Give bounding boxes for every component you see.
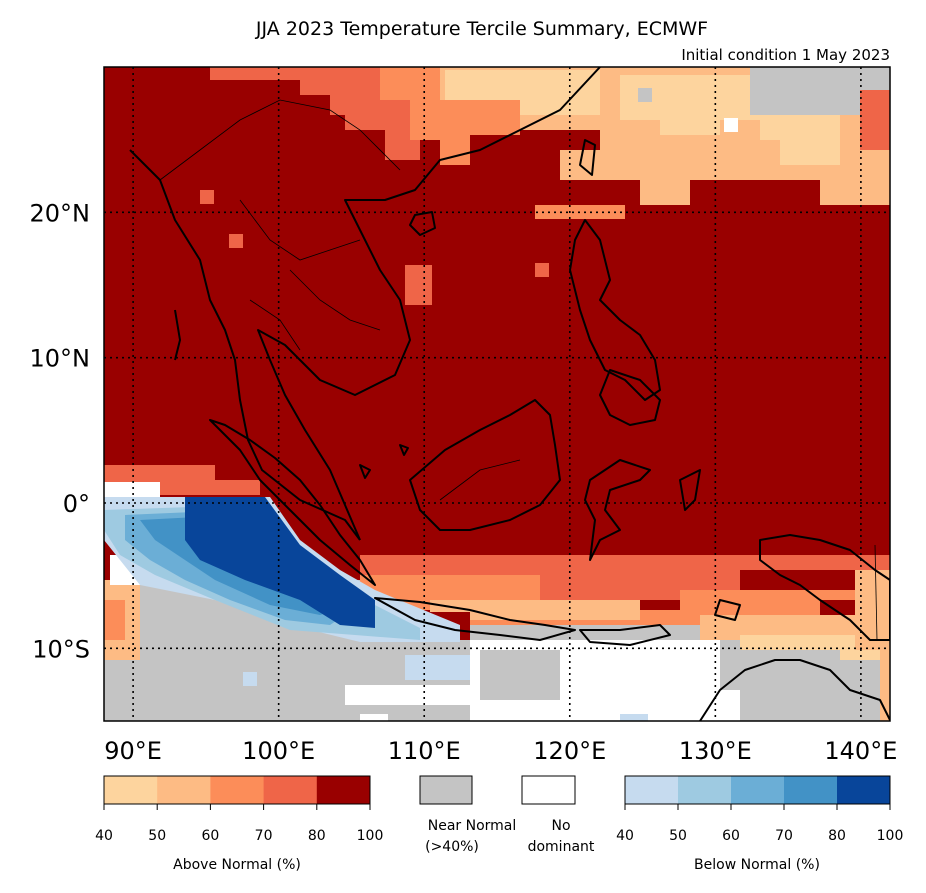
below-normal-caption: Below Normal (%)	[694, 857, 820, 873]
above-color-cell-2	[210, 776, 265, 804]
below-tick-label-0: 40	[616, 828, 634, 844]
map-gridlines	[104, 67, 890, 721]
above-tick-label-4: 80	[308, 828, 326, 844]
below-tick-label-1: 50	[669, 828, 687, 844]
above-tick-label-1: 50	[148, 828, 166, 844]
no-dominant-swatch: No dominant	[521, 775, 595, 855]
initial-condition-label: Initial condition 1 May 2023	[681, 46, 890, 64]
northern-mixed-region	[200, 67, 890, 305]
above-color-cell-1	[157, 776, 211, 804]
above-tick-label-2: 60	[201, 828, 219, 844]
lat-tick-label-3: 10°S	[32, 635, 90, 663]
below-tick-label-2: 60	[722, 828, 740, 844]
lon-tick-label-1: 100°E	[242, 737, 315, 765]
map-panel	[104, 67, 890, 721]
below-color-cell-1	[678, 776, 732, 804]
above-tick-label-3: 70	[255, 828, 273, 844]
near-normal-caption-line1: Near Normal	[428, 818, 517, 834]
map-frame	[103, 66, 891, 722]
map-title: JJA 2023 Temperature Tercile Summary, EC…	[255, 18, 708, 40]
country-borders	[159, 99, 878, 641]
longitude-tick-labels: 90°E 100°E 110°E 120°E 130°E 140°E	[104, 737, 897, 765]
lon-tick-label-3: 120°E	[533, 737, 606, 765]
below-normal-colorbar: 40 50 60 70 80 100 Below Normal (%)	[616, 775, 904, 873]
below-tick-label-3: 70	[775, 828, 793, 844]
near-normal-swatch: Near Normal (>40%)	[419, 775, 517, 855]
above-tick-label-0: 40	[95, 828, 113, 844]
below-tick-label-5: 100	[877, 828, 904, 844]
above-color-cell-0	[104, 776, 158, 804]
below-tick-label-4: 80	[828, 828, 846, 844]
above-tick-label-5: 100	[357, 828, 384, 844]
lon-tick-label-2: 110°E	[388, 737, 461, 765]
no-dominant-caption-line1: No	[551, 818, 570, 834]
near-normal-caption-line2: (>40%)	[425, 839, 479, 855]
lon-tick-label-4: 130°E	[679, 737, 752, 765]
above-color-cell-4	[316, 776, 371, 804]
lat-tick-label-1: 10°N	[30, 345, 91, 373]
below-color-cell-3	[784, 776, 838, 804]
lon-tick-label-5: 140°E	[824, 737, 897, 765]
above-normal-colorbar: 40 50 60 70 80 100 Above Normal (%)	[95, 775, 384, 873]
lat-tick-label-0: 20°N	[30, 199, 91, 227]
latitude-tick-labels: 20°N 10°N 0° 10°S	[30, 199, 91, 663]
no-dominant-caption-line2: dominant	[528, 839, 595, 855]
below-normal-region	[104, 482, 460, 642]
below-color-cell-4	[837, 776, 891, 804]
below-color-cell-2	[731, 776, 785, 804]
below-color-cell-0	[625, 776, 679, 804]
lon-tick-label-0: 90°E	[104, 737, 162, 765]
above-normal-caption: Above Normal (%)	[173, 857, 301, 873]
lat-tick-label-2: 0°	[63, 490, 90, 518]
above-color-cell-3	[263, 776, 318, 804]
